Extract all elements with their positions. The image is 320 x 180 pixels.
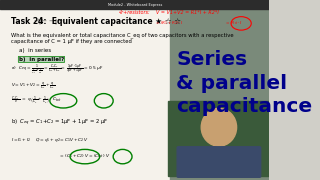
Text: 4r+resistors:: 4r+resistors:: [118, 10, 150, 15]
Text: b)  $C_{eq}$ = $C_1$+$C_2$ = 1$\mu$F + 1$\mu$F = 2 $\mu$F: b) $C_{eq}$ = $C_1$+$C_2$ = 1$\mu$F + 1$…: [11, 117, 108, 127]
Text: a)  $C_{eq}$ = $\frac{1}{\frac{1}{C_1}+\frac{1}{C_2}}$ = $\frac{C_1 C_2}{C_1+C_2: a) $C_{eq}$ = $\frac{1}{\frac{1}{C_1}+\f…: [11, 63, 103, 77]
Text: What is the equivalent or total capacitance C_eq of two capacitors with a respec: What is the equivalent or total capacita…: [11, 32, 233, 44]
Text: Series
& parallel
capacitance: Series & parallel capacitance: [176, 50, 313, 116]
Ellipse shape: [204, 112, 234, 127]
Bar: [0, 9, 170, 180]
Text: $I = I_1 + I_2$    $Q = q_1 + q_2 = C_1 V + C_2 V$: $I = I_1 + I_2$ $Q = q_1 + q_2 = C_1 V +…: [11, 136, 88, 144]
Text: $= R_{tot} \cdot I$: $= R_{tot} \cdot I$: [225, 20, 243, 27]
Text: b)  in parallel?: b) in parallel?: [19, 57, 64, 62]
Text: $V = V_1 + V_2 = \frac{q}{C_1} + \frac{q}{C_2}$: $V = V_1 + V_2 = \frac{q}{C_1} + \frac{q…: [11, 81, 55, 92]
Text: V = V1+V2 = R1*I + R2*I: V = V1+V2 = R1*I + R2*I: [156, 10, 219, 15]
FancyBboxPatch shape: [177, 147, 261, 177]
Bar: [0, 0, 269, 9]
Text: $=(R_1+R_2)\cdot I$: $=(R_1+R_2)\cdot I$: [155, 20, 184, 27]
Bar: [168, 101, 269, 176]
Text: a)  in series: a) in series: [19, 48, 51, 53]
Text: Module2 - Whiteboard Express: Module2 - Whiteboard Express: [108, 3, 162, 6]
Ellipse shape: [201, 108, 236, 146]
Text: $\dashv|\vdash \dashv|\vdash$: $\dashv|\vdash \dashv|\vdash$: [32, 16, 64, 26]
Bar: [170, 9, 269, 180]
Text: $= (C_1 + C_2)\ V = (C_{tot})\ V$: $= (C_1 + C_2)\ V = (C_{tot})\ V$: [59, 153, 111, 160]
Text: $\frac{C_1 C_2}{V}$  =  $q \left(\frac{1}{C_1} + \frac{1}{C_2}\right)$   $C_{tot: $\frac{C_1 C_2}{V}$ = $q \left(\frac{1}{…: [11, 95, 62, 107]
Text: Task 24:  Equivalent capacitance ★ ☆ ☆: Task 24: Equivalent capacitance ★ ☆ ☆: [11, 17, 181, 26]
